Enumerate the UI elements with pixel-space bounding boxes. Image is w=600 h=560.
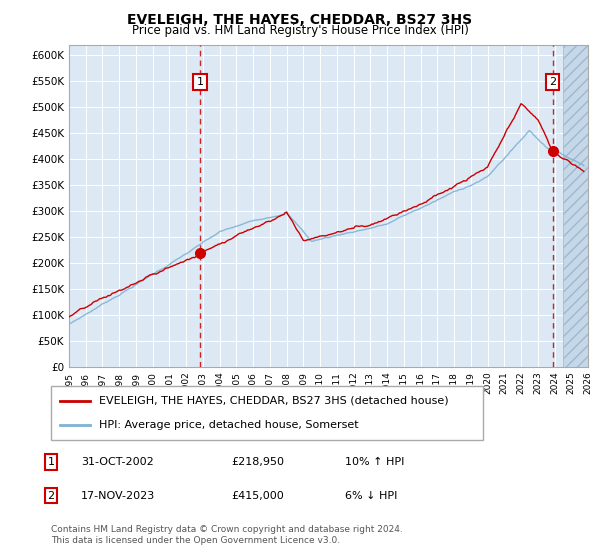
Text: 1: 1 <box>197 77 203 87</box>
Text: Contains HM Land Registry data © Crown copyright and database right 2024.
This d: Contains HM Land Registry data © Crown c… <box>51 525 403 545</box>
FancyBboxPatch shape <box>51 386 483 440</box>
Text: 10% ↑ HPI: 10% ↑ HPI <box>345 457 404 467</box>
Text: 31-OCT-2002: 31-OCT-2002 <box>81 457 154 467</box>
Text: 2: 2 <box>549 77 556 87</box>
Text: Price paid vs. HM Land Registry's House Price Index (HPI): Price paid vs. HM Land Registry's House … <box>131 24 469 36</box>
Text: £218,950: £218,950 <box>231 457 284 467</box>
Text: EVELEIGH, THE HAYES, CHEDDAR, BS27 3HS (detached house): EVELEIGH, THE HAYES, CHEDDAR, BS27 3HS (… <box>98 396 448 406</box>
Text: 17-NOV-2023: 17-NOV-2023 <box>81 491 155 501</box>
Text: EVELEIGH, THE HAYES, CHEDDAR, BS27 3HS: EVELEIGH, THE HAYES, CHEDDAR, BS27 3HS <box>127 13 473 27</box>
Bar <box>563 45 588 367</box>
Text: 1: 1 <box>47 457 55 467</box>
Text: HPI: Average price, detached house, Somerset: HPI: Average price, detached house, Some… <box>98 420 358 430</box>
Text: £415,000: £415,000 <box>231 491 284 501</box>
Text: 2: 2 <box>47 491 55 501</box>
Text: 6% ↓ HPI: 6% ↓ HPI <box>345 491 397 501</box>
